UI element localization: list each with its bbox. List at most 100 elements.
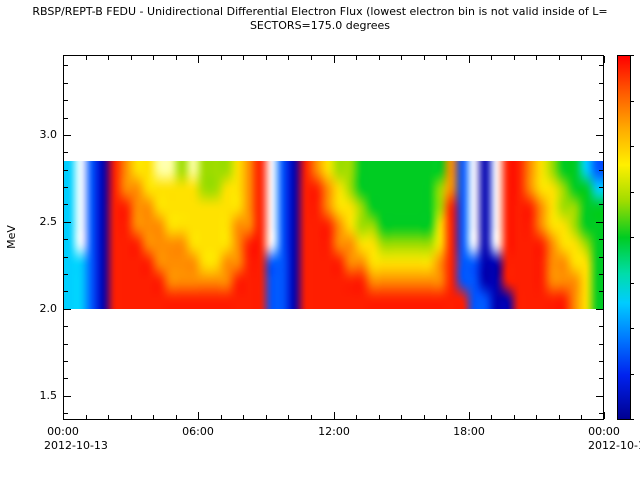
y-minor-tick: [599, 239, 603, 240]
x-major-tick: [604, 412, 605, 419]
x-major-tick: [198, 412, 199, 419]
y-tick-label: 3.0: [39, 128, 58, 141]
x-minor-tick: [266, 415, 267, 419]
y-tick-label: 2.0: [39, 302, 58, 315]
x-minor-tick: [131, 56, 132, 60]
chart-subtitle: SECTORS=175.0 degrees: [249, 19, 391, 32]
y-minor-tick: [599, 65, 603, 66]
y-axis-label: MeV: [5, 225, 18, 249]
x-minor-tick: [311, 56, 312, 60]
x-minor-tick: [424, 56, 425, 60]
colorbar-tick: [631, 146, 634, 147]
y-minor-tick: [599, 291, 603, 292]
x-minor-tick: [243, 415, 244, 419]
x-minor-tick: [379, 415, 380, 419]
y-minor-tick: [599, 378, 603, 379]
chart-title: RBSP/REPT-B FEDU - Unidirectional Differ…: [32, 5, 608, 18]
x-minor-tick: [491, 56, 492, 60]
x-minor-tick: [288, 56, 289, 60]
colorbar-tick: [631, 328, 634, 329]
x-major-tick: [469, 56, 470, 63]
x-minor-tick: [153, 415, 154, 419]
x-minor-tick: [86, 415, 87, 419]
x-minor-tick: [559, 56, 560, 60]
x-major-tick: [469, 412, 470, 419]
x-minor-tick: [176, 415, 177, 419]
x-minor-tick: [131, 415, 132, 419]
y-minor-tick: [64, 361, 68, 362]
y-minor-tick: [599, 326, 603, 327]
y-minor-tick: [64, 65, 68, 66]
x-tick-label: 18:00: [453, 425, 485, 438]
colorbar-tick: [631, 283, 634, 284]
x-minor-tick: [221, 56, 222, 60]
y-minor-tick: [64, 413, 68, 414]
y-major-tick: [596, 135, 603, 136]
y-minor-tick: [64, 378, 68, 379]
x-axis-date-left: 2012-10-13: [44, 439, 108, 452]
x-major-tick: [198, 56, 199, 63]
y-minor-tick: [599, 100, 603, 101]
y-major-tick: [596, 396, 603, 397]
x-minor-tick: [108, 415, 109, 419]
x-minor-tick: [446, 56, 447, 60]
y-major-tick: [64, 396, 71, 397]
spectrogram-heatmap: [64, 161, 603, 309]
x-major-tick: [63, 56, 64, 63]
y-major-tick: [596, 222, 603, 223]
y-tick-label: 1.5: [39, 389, 58, 402]
x-minor-tick: [446, 415, 447, 419]
x-minor-tick: [221, 415, 222, 419]
colorbar-tick: [631, 55, 634, 56]
y-minor-tick: [64, 100, 68, 101]
y-minor-tick: [599, 170, 603, 171]
y-major-tick: [64, 135, 71, 136]
y-minor-tick: [599, 152, 603, 153]
x-minor-tick: [153, 56, 154, 60]
x-tick-label: 06:00: [182, 425, 214, 438]
y-minor-tick: [599, 257, 603, 258]
colorbar-tick: [631, 192, 634, 193]
y-minor-tick: [599, 204, 603, 205]
x-major-tick: [63, 412, 64, 419]
y-minor-tick: [599, 344, 603, 345]
y-major-tick: [596, 309, 603, 310]
x-minor-tick: [311, 415, 312, 419]
x-axis-date-right: 2012-10-1: [588, 439, 640, 452]
y-minor-tick: [64, 204, 68, 205]
x-tick-label: 00:00: [588, 425, 620, 438]
y-minor-tick: [64, 291, 68, 292]
x-major-tick: [334, 412, 335, 419]
x-major-tick: [604, 56, 605, 63]
colorbar-tick: [631, 101, 634, 102]
y-minor-tick: [599, 274, 603, 275]
x-minor-tick: [514, 56, 515, 60]
x-minor-tick: [356, 56, 357, 60]
plot-frame: [63, 55, 604, 420]
x-minor-tick: [379, 56, 380, 60]
x-minor-tick: [514, 415, 515, 419]
x-minor-tick: [491, 415, 492, 419]
y-minor-tick: [599, 361, 603, 362]
y-minor-tick: [599, 118, 603, 119]
x-minor-tick: [108, 56, 109, 60]
x-minor-tick: [581, 56, 582, 60]
x-major-tick: [334, 56, 335, 63]
x-minor-tick: [424, 415, 425, 419]
y-minor-tick: [64, 326, 68, 327]
y-minor-tick: [64, 257, 68, 258]
y-minor-tick: [599, 413, 603, 414]
y-minor-tick: [64, 152, 68, 153]
x-minor-tick: [401, 56, 402, 60]
y-major-tick: [64, 309, 71, 310]
colorbar: [617, 55, 631, 420]
y-major-tick: [64, 222, 71, 223]
colorbar-tick: [631, 374, 634, 375]
x-minor-tick: [288, 415, 289, 419]
x-minor-tick: [401, 415, 402, 419]
y-minor-tick: [599, 187, 603, 188]
x-minor-tick: [356, 415, 357, 419]
y-minor-tick: [64, 239, 68, 240]
y-minor-tick: [64, 83, 68, 84]
